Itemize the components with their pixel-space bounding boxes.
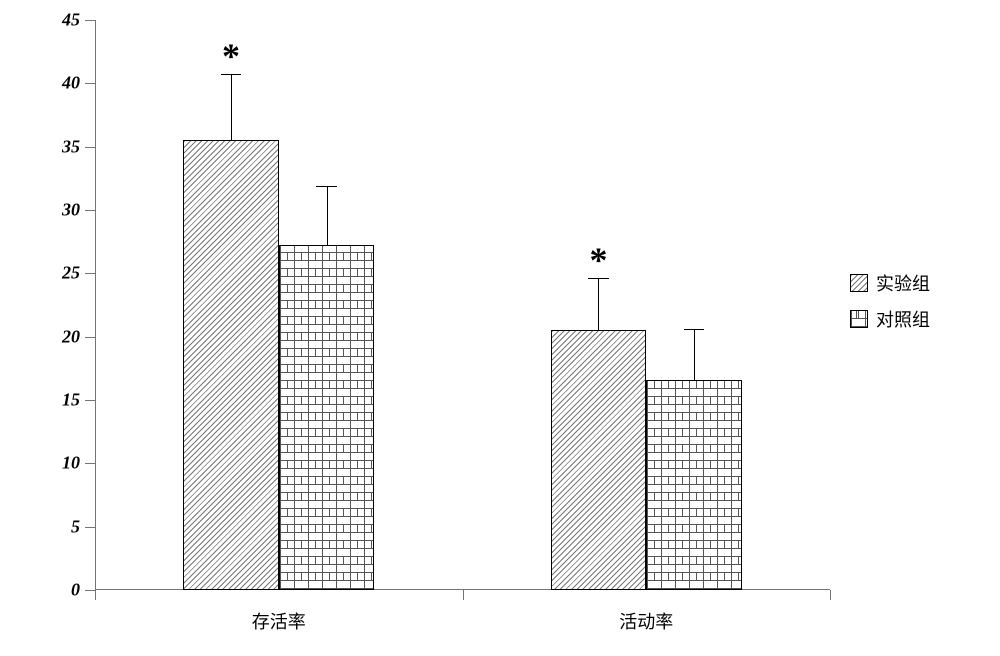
bar-chart: 051015202530354045存活率活动率** [95, 20, 830, 590]
y-tick-label: 45 [40, 10, 80, 31]
x-tick [95, 590, 96, 600]
y-tick-label: 10 [40, 453, 80, 474]
y-tick [85, 20, 95, 21]
y-tick [85, 463, 95, 464]
bar-exp [183, 140, 279, 590]
y-tick-label: 5 [40, 516, 80, 537]
y-tick-label: 0 [40, 580, 80, 601]
significance-marker: * [589, 239, 607, 281]
y-tick-label: 20 [40, 326, 80, 347]
error-bar [694, 329, 695, 380]
significance-marker: * [222, 35, 240, 77]
x-tick [830, 590, 831, 600]
y-tick [85, 147, 95, 148]
error-bar [231, 74, 232, 140]
y-tick-label: 35 [40, 136, 80, 157]
y-tick-label: 30 [40, 200, 80, 221]
legend-label: 对照组 [876, 306, 930, 332]
error-bar [327, 186, 328, 246]
error-bar [598, 278, 599, 330]
legend-item-exp: 实验组 [850, 270, 990, 296]
bar-ctrl [279, 245, 375, 590]
y-tick [85, 83, 95, 84]
legend-swatch [850, 274, 868, 292]
x-tick [463, 590, 464, 600]
y-tick [85, 590, 95, 591]
y-tick-label: 15 [40, 390, 80, 411]
legend-swatch [850, 310, 868, 328]
y-tick [85, 400, 95, 401]
bar-exp [551, 330, 647, 590]
y-tick [85, 337, 95, 338]
error-bar-cap [316, 186, 337, 187]
y-tick [85, 273, 95, 274]
y-tick-label: 25 [40, 263, 80, 284]
x-category-label: 活动率 [619, 608, 673, 634]
error-bar-cap [684, 329, 705, 330]
legend-item-ctrl: 对照组 [850, 306, 990, 332]
y-tick-label: 40 [40, 73, 80, 94]
legend-label: 实验组 [876, 270, 930, 296]
y-tick [85, 210, 95, 211]
chart-legend: 实验组对照组 [850, 270, 990, 342]
bar-ctrl [646, 380, 742, 590]
x-category-label: 存活率 [252, 608, 306, 634]
y-tick [85, 527, 95, 528]
